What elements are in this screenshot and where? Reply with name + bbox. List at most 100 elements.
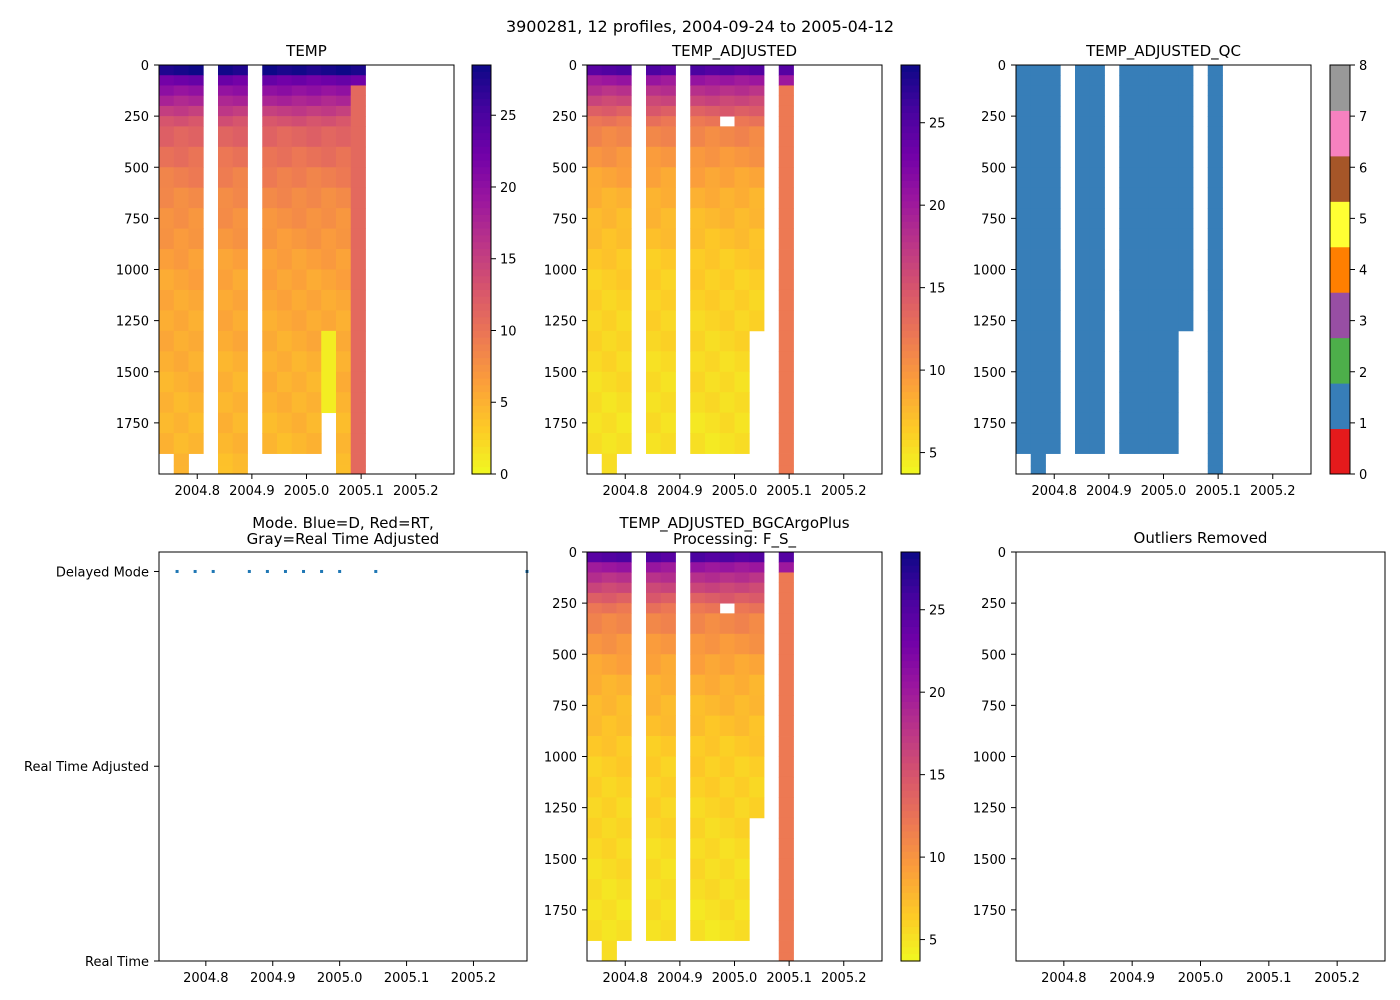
y-tick-label: Real Time Adjusted (24, 760, 149, 775)
heatmap-cell (719, 582, 735, 594)
heatmap-cell (660, 756, 676, 778)
heatmap-cell (660, 715, 676, 737)
y-tick-label: 1750 (544, 417, 577, 432)
y-tick-label: 0 (998, 546, 1006, 561)
heatmap-cell (705, 582, 721, 594)
heatmap-cell (690, 838, 706, 860)
heatmap-cell (734, 289, 750, 311)
y-tick-label: 250 (552, 110, 577, 125)
heatmap-cell (1030, 146, 1046, 168)
heatmap-cell (218, 95, 234, 107)
heatmap-cell (1178, 65, 1194, 76)
heatmap-cell (601, 654, 617, 676)
heatmap-cell (218, 289, 234, 311)
heatmap-cell (719, 552, 735, 563)
heatmap-cell (601, 572, 617, 584)
heatmap-cell (262, 85, 278, 97)
heatmap-cell (173, 371, 189, 393)
heatmap-cell (690, 310, 706, 332)
heatmap-cell (616, 412, 632, 434)
heatmap-cell (734, 167, 750, 189)
colorbar-segment (472, 399, 491, 407)
heatmap-cell (690, 797, 706, 819)
heatmap-cell (601, 167, 617, 189)
heatmap-cell (660, 269, 676, 291)
x-tick-label: 2004.8 (183, 971, 229, 986)
heatmap-cell (749, 603, 765, 614)
heatmap-cell (1045, 208, 1061, 229)
heatmap-cell (277, 85, 293, 97)
heatmap-cell (734, 371, 750, 393)
colorbar-segment (1330, 201, 1350, 248)
heatmap-cell (660, 116, 676, 127)
heatmap-cell (778, 310, 794, 332)
x-tick-label: 2005.2 (393, 484, 439, 499)
heatmap-cell (601, 310, 617, 332)
heatmap-cell (1075, 105, 1091, 117)
heatmap-cell (749, 695, 765, 716)
heatmap-cell (705, 330, 721, 352)
colorbar-segment (901, 180, 920, 189)
colorbar-segment (901, 913, 920, 921)
heatmap-cell (778, 105, 794, 117)
heatmap-cell (306, 167, 322, 189)
heatmap-cell (646, 126, 662, 148)
heatmap-cell (690, 330, 706, 352)
heatmap-cell (587, 552, 603, 563)
heatmap-cell (1016, 371, 1032, 393)
heatmap-cell (321, 249, 337, 270)
heatmap-cell (350, 371, 366, 393)
heatmap-cell (719, 85, 735, 97)
heatmap-cell (173, 126, 189, 148)
heatmap-cell (1207, 65, 1223, 76)
heatmap-cell (218, 371, 234, 393)
colorbar-tick-label: 5 (929, 447, 937, 462)
colorbar-segment (472, 99, 491, 107)
heatmap-cell (616, 592, 632, 604)
mode-point (175, 569, 179, 573)
heatmap-cell (277, 269, 293, 291)
colorbar-tick-label: 5 (929, 934, 937, 949)
heatmap-cell (262, 208, 278, 229)
heatmap-cell (705, 920, 721, 941)
colorbar-segment (472, 426, 491, 434)
y-tick-label: 1750 (116, 417, 149, 432)
colorbar-segment (901, 831, 920, 839)
y-tick-label: 250 (124, 110, 149, 125)
y-tick-label: 1000 (544, 751, 577, 766)
heatmap-cell (646, 105, 662, 117)
heatmap-cell (660, 633, 676, 655)
heatmap-cell (705, 116, 721, 127)
heatmap-cell (262, 351, 278, 373)
heatmap-cell (1030, 269, 1046, 291)
x-tick-label: 2005.1 (1195, 484, 1241, 499)
heatmap-cell (350, 310, 366, 332)
heatmap-cell (749, 126, 765, 148)
heatmap-cell (1016, 392, 1032, 414)
colorbar-segment (472, 160, 491, 168)
heatmap-cell (690, 126, 706, 148)
colorbar-tick-label: 20 (500, 181, 517, 196)
colorbar-segment (901, 626, 920, 635)
heatmap-cell (616, 310, 632, 332)
heatmap-cell (734, 126, 750, 148)
heatmap-cell (587, 572, 603, 584)
heatmap-cell (601, 552, 617, 563)
heatmap-cell (705, 613, 721, 635)
heatmap-cell (321, 371, 337, 393)
heatmap-cell (690, 633, 706, 655)
heatmap-cell (1030, 433, 1046, 454)
heatmap-cell (1134, 228, 1150, 250)
colorbar-segment (901, 249, 920, 257)
heatmap-cell (705, 269, 721, 291)
y-tick-label: 0 (569, 546, 577, 561)
heatmap-cell (601, 952, 617, 962)
heatmap-cell (646, 715, 662, 737)
y-tick-label: 0 (998, 59, 1006, 74)
colorbar-segment (472, 214, 491, 223)
heatmap-cell (1075, 65, 1091, 76)
colorbar-segment (901, 99, 920, 107)
heatmap-cell (646, 351, 662, 373)
heatmap-cell (159, 146, 175, 168)
heatmap-cell (705, 654, 721, 676)
